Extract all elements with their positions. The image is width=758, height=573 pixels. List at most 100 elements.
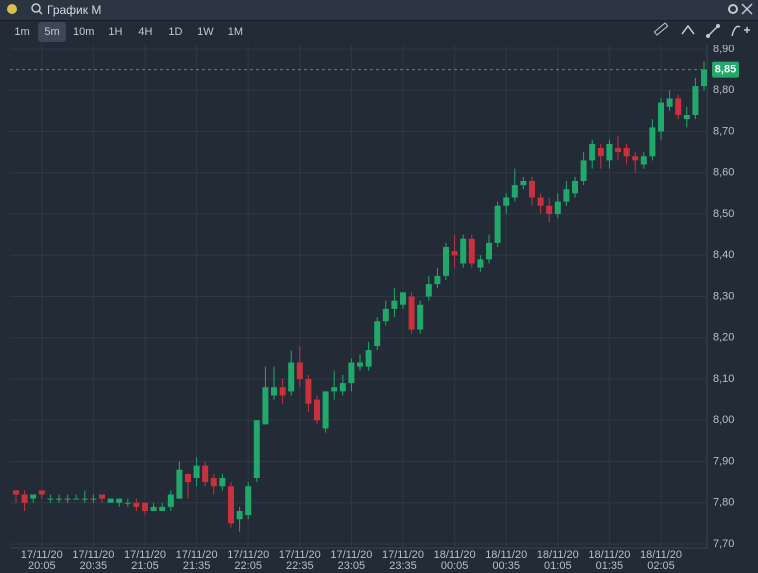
candle-body xyxy=(692,86,699,115)
candle-body xyxy=(615,148,621,153)
drawing-tools xyxy=(653,22,750,38)
x-tick-label: 17/11/20 20:35 xyxy=(72,549,114,572)
candle-body xyxy=(425,284,432,297)
candle-body xyxy=(589,143,596,161)
candle-body xyxy=(193,465,200,478)
y-tick-label: 8,20 xyxy=(713,332,734,344)
candle-body xyxy=(546,205,553,214)
candle-body xyxy=(683,115,690,120)
x-tick-label: 18/11/20 01:05 xyxy=(537,549,579,572)
y-tick-label: 8,40 xyxy=(713,249,734,261)
candle-body xyxy=(434,275,441,285)
candle-body xyxy=(554,201,561,214)
candle-body xyxy=(477,259,484,268)
candle-body xyxy=(537,197,544,206)
candle-body xyxy=(451,251,458,256)
timeframe-button[interactable]: 1D xyxy=(168,26,183,38)
candle-body xyxy=(417,304,424,330)
candle-body xyxy=(314,399,320,421)
candle-body xyxy=(13,490,19,495)
timeframe-button[interactable]: 1m xyxy=(14,26,30,38)
candle-body xyxy=(253,420,260,478)
timeframe-button[interactable]: 5m xyxy=(38,22,66,42)
header-icons xyxy=(7,3,753,15)
candle-body xyxy=(529,181,535,198)
y-tick-label: 8,50 xyxy=(713,208,734,220)
y-tick-label: 7,80 xyxy=(713,497,734,509)
candle-body xyxy=(632,156,639,161)
candle-body xyxy=(142,502,148,511)
candle-body xyxy=(288,362,295,392)
candle-body xyxy=(572,181,578,194)
timeframe-button[interactable]: 1W xyxy=(197,26,214,38)
candle-body xyxy=(150,506,157,511)
candle-body xyxy=(107,498,114,503)
chart: 7,70 7,80 7,90 8,00 8,10 8,20 8,30 8,40 8,50 8,60… xyxy=(10,45,739,572)
candle-body xyxy=(133,502,140,507)
y-tick-label: 8,60 xyxy=(713,167,734,179)
candle-body xyxy=(339,383,346,392)
candle-body xyxy=(357,362,363,367)
candle-body xyxy=(511,185,518,198)
candle-body xyxy=(382,308,389,322)
candle-body xyxy=(486,242,492,260)
candle-body xyxy=(675,98,682,115)
candle-body xyxy=(167,494,174,507)
y-tick-label: 8,80 xyxy=(713,84,734,96)
candle-body xyxy=(185,473,191,483)
candle-body xyxy=(99,494,105,499)
candle-body xyxy=(271,387,277,396)
symbol-search[interactable]: График М xyxy=(47,3,102,17)
candle-body xyxy=(245,486,252,516)
candle-body xyxy=(606,143,613,161)
candle-body xyxy=(30,494,37,499)
candle-body xyxy=(658,102,664,132)
candle-body xyxy=(623,148,630,157)
y-tick-label: 8,10 xyxy=(713,373,734,385)
candle-body xyxy=(296,362,303,379)
candle-body xyxy=(666,98,673,107)
x-tick-label: 17/11/20 21:35 xyxy=(176,549,218,572)
y-tick-label: 8,70 xyxy=(713,125,734,137)
x-tick-label: 17/11/20 22:35 xyxy=(279,549,321,572)
last-price-tag xyxy=(712,61,739,78)
candle-body xyxy=(580,160,587,181)
y-tick-label: 7,70 xyxy=(713,538,734,550)
timeframe-button[interactable]: 10m xyxy=(73,26,95,38)
candle-body xyxy=(228,486,234,524)
candle-body xyxy=(503,197,510,206)
header-bar: График М xyxy=(0,0,758,21)
x-tick-label: 18/11/20 02:05 xyxy=(640,549,682,572)
timeframe-button[interactable]: 1H xyxy=(108,26,123,38)
timeframe-button[interactable]: 1M xyxy=(227,26,244,38)
candle-body xyxy=(520,181,527,186)
candle-body xyxy=(494,205,501,243)
candle-body xyxy=(81,498,88,500)
timeframe-bar: 1m 5m 10m 1H 4H 1D 1W 1M xyxy=(8,22,249,42)
candle-body xyxy=(348,362,355,384)
candle-body xyxy=(597,148,604,157)
candle-body xyxy=(331,387,338,392)
candle-body xyxy=(38,490,45,495)
candle-body xyxy=(159,506,166,511)
timeframe-button[interactable]: 4H xyxy=(138,26,153,38)
y-tick-label: 8,00 xyxy=(713,414,734,426)
candle-body xyxy=(21,494,28,503)
candle-body xyxy=(210,478,217,487)
candle-body xyxy=(56,498,62,500)
candle-body xyxy=(176,469,183,499)
candle-body xyxy=(391,300,398,309)
candle-body xyxy=(73,498,80,500)
candle-body xyxy=(124,502,131,504)
candle-body xyxy=(649,127,656,157)
last-price-label: 8,85 xyxy=(715,64,736,76)
candle-body xyxy=(468,238,475,264)
x-tick-label: 18/11/20 01:35 xyxy=(588,549,630,572)
candle-body xyxy=(90,498,97,500)
candle-body xyxy=(322,391,329,429)
x-tick-label: 17/11/20 22:05 xyxy=(227,549,269,572)
candle-body xyxy=(219,478,226,487)
candle-body xyxy=(443,247,449,276)
y-tick-label: 8,30 xyxy=(713,290,734,302)
